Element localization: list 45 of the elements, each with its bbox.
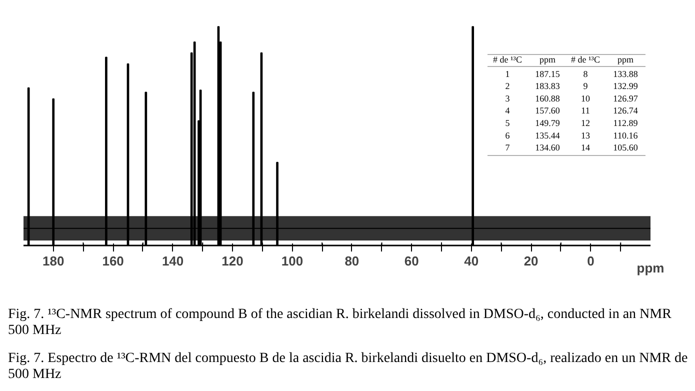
annotation: 135.44: [535, 130, 560, 140]
annotation: 1: [505, 68, 510, 79]
annotation: 110.16: [613, 130, 638, 140]
caption: Fig. 7. ¹³C-NMR spectrum of compound B of the ascidian R. birkelandi dissolved in DMSO-d₆, conducted in an NMR 500 MHz: [8, 307, 672, 339]
x-tick-label: 40: [464, 254, 479, 268]
annotation: # de ¹³C: [571, 54, 600, 64]
annotation: 13: [581, 130, 590, 140]
annotation: 7: [505, 142, 510, 153]
annotation: 11: [581, 106, 590, 116]
x-tick-label: 60: [404, 254, 419, 268]
x-tick-label: 120: [222, 254, 244, 268]
annotation: 112.89: [613, 118, 638, 128]
x-tick-label: 180: [42, 254, 64, 268]
annotation: 132.99: [613, 81, 638, 92]
annotation: 2: [505, 81, 510, 92]
annotation: 126.74: [613, 106, 638, 116]
annotation: 9: [583, 81, 588, 92]
annotation: 10: [581, 93, 590, 104]
x-tick-label: 160: [102, 254, 124, 268]
x-tick-label: 140: [162, 254, 184, 268]
x-tick-label: 80: [344, 254, 360, 268]
annotation: ppm: [540, 54, 556, 64]
annotation: 105.60: [613, 142, 638, 153]
annotation: 14: [581, 142, 590, 153]
annotation: 187.15: [535, 68, 560, 79]
caption: Fig. 7. Espectro de ¹³C-RMN del compuesto B de la ascidia R. birkelandi disuelto en DMSO-d₆, realizado en un NMR de 500 MHz: [8, 351, 688, 383]
annotation: 5: [505, 118, 510, 128]
annotation: 4: [505, 106, 510, 116]
annotation: 149.79: [535, 118, 560, 128]
annotation: 183.83: [535, 81, 560, 92]
x-tick-label: 0: [587, 254, 594, 268]
annotation: 3: [505, 93, 510, 104]
annotation: 6: [505, 130, 510, 140]
annotation: # de ¹³C: [493, 54, 522, 64]
annotation: 160.88: [535, 93, 560, 104]
annotation: 126.97: [613, 93, 638, 104]
x-axis-title: ppm: [636, 260, 664, 276]
annotation: 134.60: [535, 142, 560, 153]
annotation: 12: [581, 118, 590, 128]
annotation: 8: [583, 68, 588, 79]
annotation: 133.88: [613, 68, 638, 79]
x-tick-label: 20: [524, 254, 538, 268]
annotation: ppm: [618, 54, 634, 64]
annotation: 157.60: [535, 106, 560, 116]
x-tick-label: 100: [281, 254, 304, 268]
